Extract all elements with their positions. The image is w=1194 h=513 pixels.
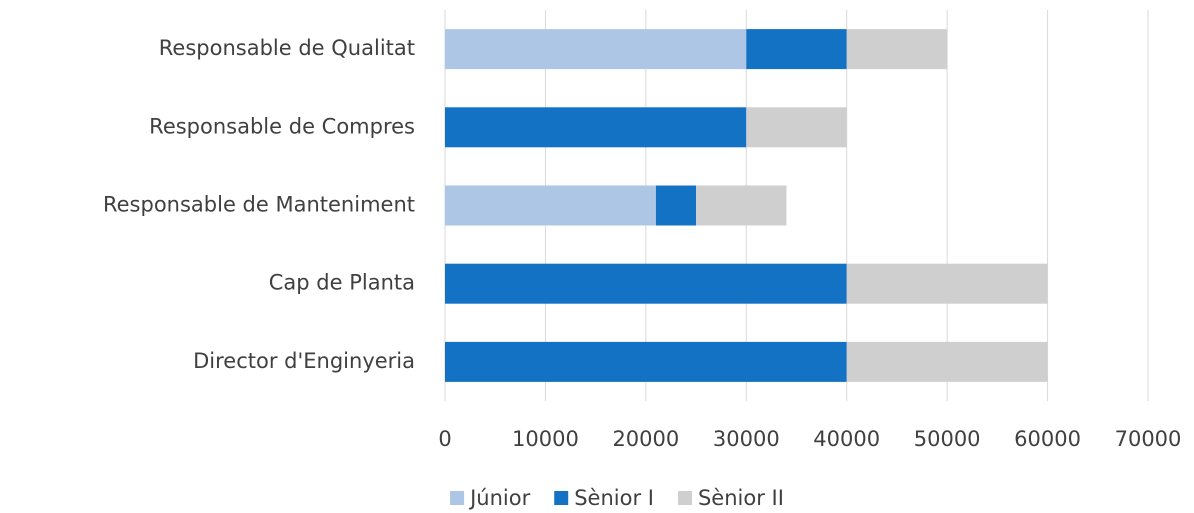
x-tick-label: 60000: [1014, 427, 1081, 451]
x-tick-label: 40000: [813, 427, 880, 451]
y-tick-label: Responsable de Compres: [149, 114, 415, 138]
bar: [655, 185, 697, 226]
legend-swatch: [450, 491, 465, 505]
legend-swatch: [554, 491, 569, 505]
bar: [846, 263, 1048, 304]
bar: [445, 107, 747, 148]
x-tick-label: 20000: [612, 427, 679, 451]
y-tick-label: Cap de Planta: [269, 271, 415, 295]
legend-label: Sènior I: [574, 486, 654, 510]
y-tick-label: Responsable de Manteniment: [103, 193, 415, 217]
y-tick-label: Director d'Enginyeria: [193, 349, 415, 373]
x-tick-label: 50000: [914, 427, 981, 451]
x-tick-label: 0: [438, 427, 451, 451]
bar: [445, 263, 847, 304]
bar: [846, 341, 1048, 382]
bar: [445, 29, 747, 70]
bar: [746, 29, 847, 70]
legend-label: Júnior: [468, 486, 530, 510]
legend-label: Sènior II: [698, 486, 784, 510]
legend-swatch: [677, 491, 692, 505]
x-tick-label: 30000: [713, 427, 780, 451]
x-tick-label: 10000: [512, 427, 579, 451]
y-tick-label: Responsable de Qualitat: [159, 36, 415, 60]
bar: [445, 341, 847, 382]
x-tick-label: 70000: [1115, 427, 1182, 451]
bar: [445, 185, 656, 226]
bar: [846, 29, 948, 70]
bar: [696, 185, 787, 226]
bar: [746, 107, 847, 148]
